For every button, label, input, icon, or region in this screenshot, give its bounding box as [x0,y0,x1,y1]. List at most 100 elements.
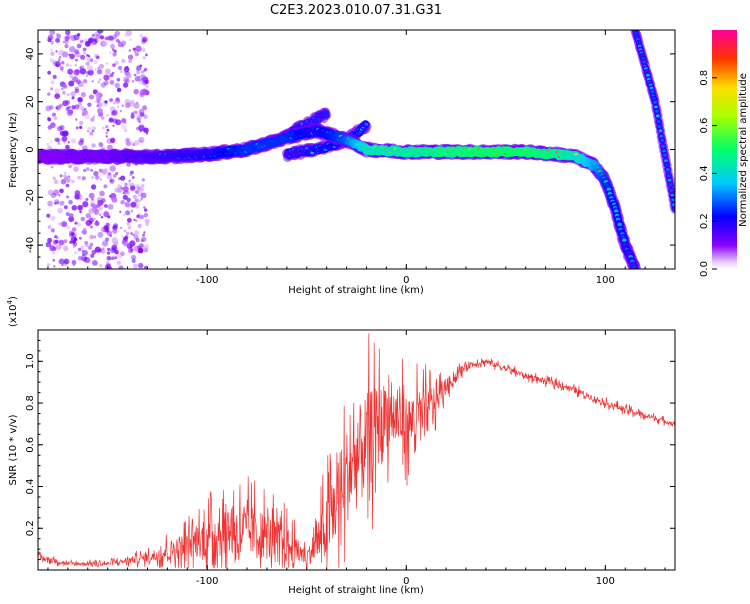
heatmap-noise-cell [109,178,115,184]
heatmap-noise-cell [95,219,99,223]
heatmap-noise-cell [115,171,119,176]
heatmap-noise-cell [83,107,87,111]
heatmap-noise-cell [138,67,141,70]
heatmap-noise-cell [136,70,140,75]
heatmap-noise-cell [54,239,59,244]
heatmap-noise-cell [98,142,102,145]
heatmap-noise-cell [130,112,134,116]
heatmap-noise-cell [65,107,70,111]
heatmap-edge-ridge-core [656,120,661,124]
heatmap-noise-cell [85,61,90,66]
heatmap-noise-cell [69,46,76,53]
heatmap-edge-ridge-core [669,188,674,192]
heatmap-noise-cell [113,49,117,53]
heatmap-noise-cell [103,184,108,189]
heatmap-noise-cell [130,170,134,175]
heatmap-ridge-cell [631,266,640,269]
heatmap-noise-cell [123,79,128,84]
heatmap-noise-cell [49,48,54,52]
heatmap-noise-cell [76,222,81,227]
heatmap-noise-cell [120,251,125,257]
heatmap-noise-cell [145,222,149,227]
heatmap-secondary-ridge-core [310,151,315,155]
heatmap-noise-cell [66,63,70,67]
heatmap-upper-branch-core [324,114,329,117]
heatmap-noise-cell [47,117,52,122]
heatmap-noise-cell [141,76,147,82]
heatmap-noise-cell [143,231,146,234]
heatmap-noise-cell [47,38,52,42]
heatmap-noise-cell [79,125,83,129]
heatmap-noise-cell [77,81,84,88]
heatmap-noise-cell [141,88,148,95]
y-tick-label: 0.4 [25,479,36,495]
heatmap-noise-cell [120,175,126,181]
heatmap-noise-cell [71,260,77,265]
heatmap-noise-cell [123,229,127,233]
heatmap-noise-cell [83,51,87,55]
heatmap-noise-cell [51,166,54,169]
heatmap-noise-cell [100,248,106,254]
heatmap-noise-cell [122,194,128,200]
heatmap-noise-cell [88,208,95,215]
heatmap-noise-cell [130,201,137,208]
heatmap-noise-cell [128,54,134,60]
heatmap-noise-cell [130,114,135,119]
heatmap-noise-cell [97,108,103,114]
heatmap-noise-cell [133,218,136,221]
heatmap-edge-ridge-core [670,193,675,197]
heatmap-noise-cell [104,68,111,75]
heatmap-noise-cell [75,58,78,62]
heatmap-edge-ridge-core [661,144,666,148]
heatmap-noise-cell [61,61,65,65]
heatmap-noise-cell [90,253,95,258]
heatmap-noise-cell [143,212,149,218]
heatmap-noise-cell [91,198,94,201]
colorbar-tick-label: 0.4 [699,165,710,181]
heatmap-noise-cell [99,190,105,197]
heatmap-noise-cell [102,126,105,130]
heatmap-noise-cell [139,64,143,67]
heatmap-noise-cell [85,74,89,78]
heatmap-noise-cell [77,247,82,252]
heatmap-noise-cell [103,74,110,81]
heatmap-noise-cell [123,71,126,74]
heatmap-noise-cell [88,94,95,100]
heatmap-noise-cell [100,216,104,219]
heatmap-noise-cell [137,213,143,219]
heatmap-noise-cell [89,209,93,213]
heatmap-noise-cell [143,246,148,251]
heatmap-noise-cell [127,226,132,230]
heatmap-noise-cell [68,164,72,169]
heatmap-noise-cell [59,66,64,71]
heatmap-noise-cell [73,250,78,255]
heatmap-noise-cell [77,255,83,261]
heatmap-noise-cell [120,226,123,230]
x-tick-label: 100 [596,275,615,286]
heatmap-noise-cell [111,197,118,203]
heatmap-noise-cell [144,218,150,224]
heatmap-edge-ridge-core [655,114,660,118]
heatmap-noise-cell [77,204,83,211]
spectrogram-axes: -100 0 100 -40 -20 0 20 40 [25,29,675,286]
heatmap-edge-ridge-core [667,178,672,182]
heatmap-noise-cell [56,34,61,39]
heatmap-noise-cell [111,63,116,68]
spectrogram-ylabel: Frequency (Hz) [8,112,19,188]
heatmap-noise-cell [105,62,108,65]
heatmap-noise-cell [143,67,148,72]
heatmap-noise-cell [61,51,69,58]
heatmap-noise-cell [135,204,140,209]
heatmap-noise-cell [138,120,141,123]
heatmap-noise-cell [92,260,98,266]
heatmap-noise-cell [123,76,130,83]
heatmap-noise-cell [76,33,81,37]
snr-background [38,330,675,570]
heatmap-noise-cell [65,144,70,150]
heatmap-noise-cell [141,39,146,45]
heatmap-noise-cell [117,105,120,108]
heatmap-noise-cell [67,175,71,179]
heatmap-noise-cell [57,58,61,62]
heatmap-noise-cell [140,74,147,80]
heatmap-noise-cell [53,199,60,205]
